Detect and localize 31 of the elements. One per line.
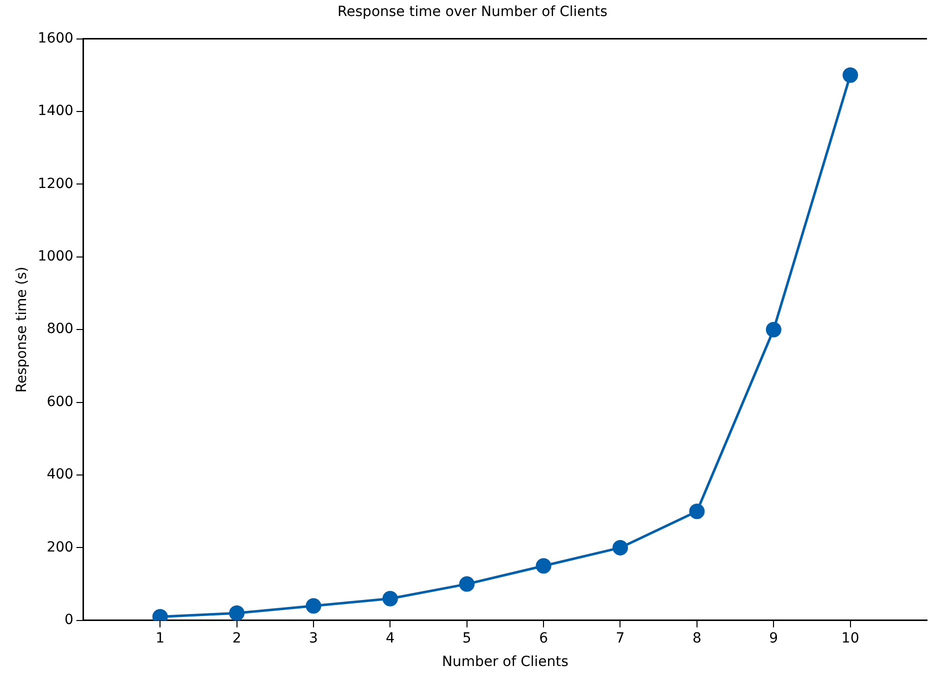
x-axis-title: Number of Clients xyxy=(442,654,568,670)
point xyxy=(612,540,628,556)
x-tick-label: 10 xyxy=(841,630,860,646)
x-tick-label: 3 xyxy=(309,630,318,646)
y-tick-label: 1600 xyxy=(38,30,74,46)
point xyxy=(842,67,858,83)
point xyxy=(689,504,705,520)
y-axis-title: Response time (s) xyxy=(14,266,30,393)
x-tick-label: 4 xyxy=(386,630,395,646)
x-tick-label: 6 xyxy=(539,630,548,646)
x-tick-label: 7 xyxy=(616,630,625,646)
y-tick-label: 0 xyxy=(64,612,74,628)
y-tick-label: 200 xyxy=(46,539,74,556)
point xyxy=(382,590,398,606)
point xyxy=(459,576,475,592)
y-tick-label: 400 xyxy=(46,466,74,483)
y-tick-label: 1400 xyxy=(38,103,74,120)
y-tick-label: 1000 xyxy=(38,248,74,265)
y-tick-label: 600 xyxy=(46,394,74,410)
point xyxy=(306,598,322,614)
point xyxy=(536,558,552,574)
x-tick-label: 1 xyxy=(156,630,165,646)
x-tick-label: 9 xyxy=(769,630,778,646)
x-tick-label: 8 xyxy=(692,630,702,646)
chart-title: Response time over Number of Clients xyxy=(338,4,608,20)
point xyxy=(229,605,245,620)
y-tick-label: 1200 xyxy=(38,176,74,192)
x-tick-label: 5 xyxy=(462,630,472,646)
point xyxy=(766,322,782,338)
y-tick-label: 800 xyxy=(46,321,74,338)
x-tick-label: 2 xyxy=(232,630,242,646)
